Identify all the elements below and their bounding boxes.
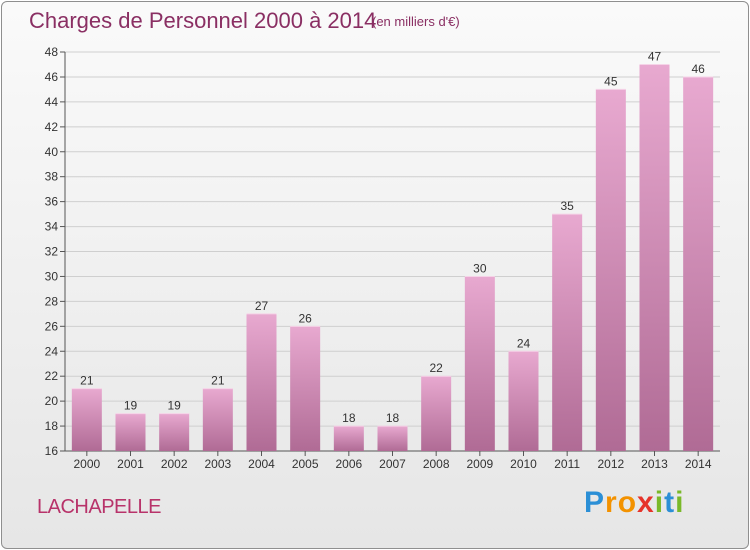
bar-2002 [159,413,190,451]
x-tick-label: 2011 [554,457,580,471]
logo-letter: t [664,486,676,519]
bar-2014 [683,76,714,451]
bar-2011 [552,214,583,451]
logo-letter: i [654,486,665,519]
data-label-2012: 45 [604,74,618,88]
data-label-2014: 46 [691,62,705,76]
y-tick-label: 34 [45,220,59,234]
x-tick-label: 2014 [685,457,712,471]
data-label-2001: 19 [124,399,138,413]
data-label-2010: 24 [517,336,531,350]
x-tick-label: 2000 [73,457,100,471]
y-tick-label: 28 [45,294,59,308]
x-tick-label: 2009 [466,457,493,471]
data-label-2011: 35 [560,199,574,213]
y-tick-label: 46 [45,70,59,84]
y-tick-label: 24 [45,344,59,358]
data-labels: 21 19 19 21 27 26 18 18 22 30 24 35 45 47 46 [80,49,705,425]
axes: 16 18 20 22 24 26 28 30 32 34 36 38 40 42 44 46 48 2000 20… [45,45,720,471]
bars [71,63,714,451]
bar-2000 [71,388,102,451]
y-tick-label: 42 [45,120,59,134]
bar-2005 [290,326,321,451]
x-tick-label: 2008 [423,457,450,471]
x-tick-label: 2005 [292,457,319,471]
data-label-2007: 18 [386,411,400,425]
proxiti-logo: Proxiti [584,486,684,520]
data-label-2013: 47 [648,49,662,63]
bar-2008 [421,376,452,451]
y-tick-label: 44 [45,95,59,109]
chart-title: Charges de Personnel 2000 à 2014 [29,8,377,33]
x-tick-label: 2006 [335,457,362,471]
y-tick-label: 16 [45,444,59,458]
bar-2013 [639,64,670,451]
bar-2009 [464,276,495,451]
bar-2004 [246,313,277,451]
bar-2003 [202,388,233,451]
x-tick-label: 2001 [117,457,144,471]
data-label-2003: 21 [211,374,225,388]
y-tick-label: 48 [45,45,59,59]
y-tick-label: 30 [45,269,59,283]
logo-letter: i [675,486,685,519]
y-tick-label: 40 [45,145,59,159]
data-label-2002: 19 [167,399,181,413]
place-name: LACHAPELLE [37,496,161,518]
bar-2006 [333,426,364,451]
data-label-2009: 30 [473,261,487,275]
y-tick-label: 22 [45,369,59,383]
data-label-2004: 27 [255,299,269,313]
logo-letter: x [637,486,655,519]
logo-letter: o [617,486,638,519]
data-label-2005: 26 [298,311,312,325]
logo-letter: P [584,486,606,519]
bar-2012 [595,89,626,451]
x-tick-label: 2003 [204,457,231,471]
x-tick-label: 2013 [641,457,668,471]
bar-2010 [508,351,539,451]
x-tick-label: 2012 [597,457,624,471]
bar-2001 [115,413,146,451]
x-tick-label: 2010 [510,457,537,471]
y-tick-label: 32 [45,245,59,259]
data-label-2008: 22 [429,361,443,375]
x-tick-label: 2004 [248,457,275,471]
y-tick-label: 36 [45,195,59,209]
unit-note: (en milliers d'€) [372,14,460,29]
y-tick-label: 20 [45,394,59,408]
y-tick-label: 18 [45,419,59,433]
y-tick-label: 38 [45,170,59,184]
logo-letter: r [605,486,618,519]
x-tick-label: 2007 [379,457,406,471]
data-label-2006: 18 [342,411,356,425]
bar-2007 [377,426,408,451]
x-tick-label: 2002 [161,457,188,471]
y-tick-label: 26 [45,319,59,333]
data-label-2000: 21 [80,374,94,388]
